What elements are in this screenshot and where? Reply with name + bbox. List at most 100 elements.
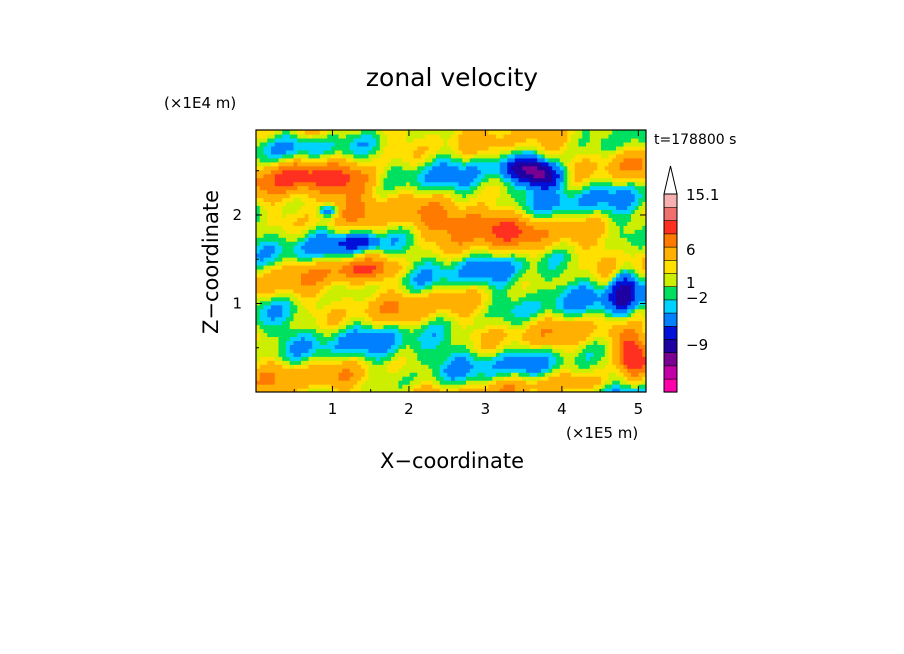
heatmap-cell — [387, 364, 392, 369]
heatmap-cell — [481, 364, 486, 369]
heatmap-cell — [563, 288, 568, 294]
heatmap-cell — [402, 241, 407, 246]
heatmap-cell — [571, 272, 576, 278]
heatmap-cell — [297, 352, 302, 357]
heatmap-cell — [357, 324, 362, 330]
heatmap-cell — [338, 229, 343, 234]
heatmap-cell — [484, 225, 490, 230]
heatmap-cell — [481, 205, 486, 210]
heatmap-cell — [436, 205, 441, 210]
heatmap-cell — [316, 217, 321, 222]
heatmap-cell — [293, 213, 298, 218]
heatmap-cell — [436, 320, 441, 326]
heatmap-cell — [368, 213, 373, 218]
heatmap-cell — [297, 308, 302, 314]
heatmap-cell — [338, 292, 343, 298]
heatmap-cell — [413, 296, 418, 302]
heatmap-cell — [271, 272, 276, 278]
heatmap-cell — [541, 308, 546, 314]
heatmap-cell — [634, 213, 640, 218]
heatmap-cell — [548, 296, 553, 302]
heatmap-cell — [473, 364, 478, 369]
heatmap-cell — [544, 388, 550, 392]
heatmap-cell — [522, 348, 527, 353]
heatmap-cell — [256, 213, 261, 218]
heatmap-cell — [447, 376, 452, 381]
heatmap-cell — [409, 284, 415, 290]
heatmap-cell — [469, 368, 475, 373]
heatmap-cell — [537, 257, 542, 262]
heatmap-cell — [567, 264, 572, 270]
heatmap-cell — [477, 324, 482, 330]
heatmap-cell — [642, 209, 646, 214]
heatmap-cell — [376, 213, 381, 218]
heatmap-cell — [619, 388, 625, 392]
heatmap-cell — [604, 288, 610, 294]
heatmap-cell — [353, 221, 358, 226]
heatmap-cell — [357, 352, 362, 357]
heatmap-cell — [376, 388, 381, 392]
heatmap-cell — [379, 233, 385, 238]
heatmap-cell — [327, 368, 332, 373]
heatmap-cell — [522, 376, 527, 381]
heatmap-cell — [376, 268, 381, 274]
heatmap-cell — [267, 209, 272, 214]
heatmap-cell — [402, 352, 407, 357]
heatmap-cell — [428, 324, 433, 330]
heatmap-cell — [526, 376, 531, 381]
heatmap-cell — [327, 241, 332, 246]
heatmap-cell — [616, 253, 621, 258]
heatmap-cell — [526, 360, 531, 365]
heatmap-cell — [259, 272, 265, 278]
heatmap-cell — [443, 344, 448, 349]
heatmap-cell — [522, 284, 527, 290]
heatmap-cell — [604, 308, 610, 314]
heatmap-cell — [518, 201, 523, 207]
heatmap-cell — [361, 312, 366, 318]
heatmap-cell — [589, 284, 595, 290]
heatmap-cell — [312, 264, 317, 270]
heatmap-cell — [559, 209, 565, 214]
heatmap-cell — [537, 221, 542, 226]
heatmap-cell — [368, 221, 373, 226]
heatmap-cell — [477, 205, 482, 210]
heatmap-cell — [289, 225, 295, 230]
heatmap-cell — [451, 384, 456, 389]
heatmap-cell — [424, 384, 430, 389]
heatmap-cell — [541, 364, 546, 369]
heatmap-cell — [473, 332, 478, 338]
heatmap-cell — [379, 217, 385, 222]
heatmap-cell — [574, 284, 580, 290]
heatmap-cell — [447, 249, 452, 254]
heatmap-cell — [616, 225, 621, 230]
heatmap-cell — [556, 372, 561, 377]
heatmap-cell — [398, 312, 403, 318]
heatmap-cell — [503, 264, 508, 270]
heatmap-cell — [409, 213, 415, 218]
heatmap-cell — [503, 348, 508, 353]
heatmap-cell — [458, 253, 463, 258]
heatmap-cell — [443, 280, 448, 286]
heatmap-cell — [259, 292, 265, 298]
heatmap-cell — [353, 300, 358, 306]
heatmap-cell — [259, 205, 265, 210]
heatmap-cell — [484, 245, 490, 250]
heatmap-cell — [338, 308, 343, 314]
heatmap-cell — [462, 217, 467, 222]
heatmap-cell — [627, 272, 632, 278]
heatmap-cell — [342, 304, 347, 310]
heatmap-cell — [631, 257, 636, 262]
heatmap-cell — [346, 308, 351, 314]
heatmap-cell — [327, 280, 332, 286]
heatmap-cell — [593, 225, 598, 230]
heatmap-cell — [563, 253, 568, 258]
heatmap-cell — [473, 209, 478, 214]
heatmap-cell — [443, 288, 448, 294]
heatmap-cell — [383, 205, 388, 210]
heatmap-cell — [338, 336, 343, 341]
heatmap-cell — [312, 324, 317, 330]
heatmap-cell — [507, 376, 512, 381]
heatmap-cell — [394, 205, 400, 210]
heatmap-cell — [526, 380, 531, 385]
heatmap-cell — [567, 372, 572, 377]
